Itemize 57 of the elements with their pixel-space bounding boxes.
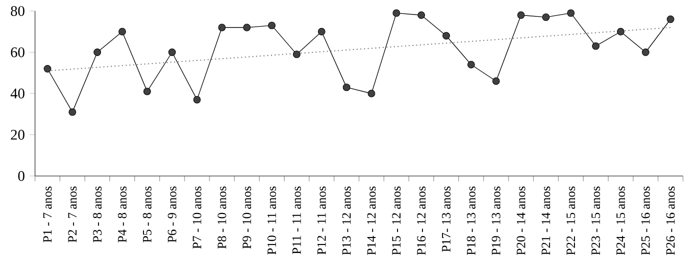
x-tick-label: P11 - 11 anos (292, 186, 301, 254)
x-tick-label: P21 - 14 anos (542, 186, 550, 255)
point (517, 11, 525, 19)
y-tick-label: 40 (10, 88, 24, 98)
x-tick-label: P1 - 7 anos (43, 186, 52, 242)
point (542, 13, 550, 21)
x-tick-label: P15 - 12 anos (392, 186, 401, 255)
point (143, 88, 151, 96)
x-tick-label: P10 - 11 anos (267, 186, 276, 255)
point (467, 60, 475, 68)
x-tick-label: P14 - 12 anos (367, 186, 376, 255)
x-tick-label: P3 - 8 anos (93, 186, 102, 242)
point (94, 48, 102, 56)
y-tick-label: 80 (10, 6, 24, 16)
y-tick-label: 20 (10, 130, 24, 140)
x-tick-label: P26 - 16 anos (666, 186, 675, 255)
x-tick-label: P12 - 11 anos (317, 186, 326, 255)
x-tick-label: P6 - 9 anos (168, 186, 176, 242)
point (642, 48, 650, 56)
x-tick-label: P25 - 16 anos (641, 186, 650, 255)
point (243, 24, 251, 32)
point (268, 22, 276, 30)
point (368, 90, 376, 98)
point (342, 84, 350, 92)
x-tick-label: P5 - 8 anos (142, 186, 152, 242)
x-tick-label: P23 - 15 anos (592, 186, 600, 255)
point (616, 28, 624, 36)
x-tick-label: P19 - 13 anos (492, 186, 500, 255)
x-tick-label: P24 - 15 anos (616, 186, 625, 255)
x-tick-label: P2 - 7 anos (68, 186, 77, 242)
point (68, 108, 76, 116)
point (492, 77, 500, 85)
y-tick-label: 0 (18, 171, 24, 181)
x-tick-label: P4 - 8 anos (118, 186, 127, 242)
point (292, 50, 300, 58)
x-tick-label: P7 - 10 anos (192, 186, 202, 249)
point (118, 28, 126, 36)
point (567, 9, 575, 17)
point (666, 16, 674, 23)
x-tick-label: P8 - 10 anos (218, 186, 226, 249)
point (318, 28, 326, 36)
x-tick-label: P16 - 12 anos (417, 186, 426, 255)
point (418, 11, 426, 19)
x-tick-label: P20 - 14 anos (516, 186, 526, 255)
point (44, 65, 52, 72)
x-tick-label: P22 - 15 anos (566, 186, 576, 255)
point (193, 96, 201, 104)
point (392, 9, 400, 17)
point (168, 48, 176, 56)
point (442, 32, 450, 40)
point (218, 24, 226, 32)
x-tick-label: P18 - 13 anos (466, 186, 476, 255)
point (592, 42, 600, 50)
x-tick-label: P9 - 10 anos (242, 186, 252, 249)
y-tick-label: 60 (10, 47, 24, 58)
x-tick-label: P17- 13 anos (442, 186, 450, 252)
x-tick-label: P13 - 12 anos (342, 186, 351, 255)
